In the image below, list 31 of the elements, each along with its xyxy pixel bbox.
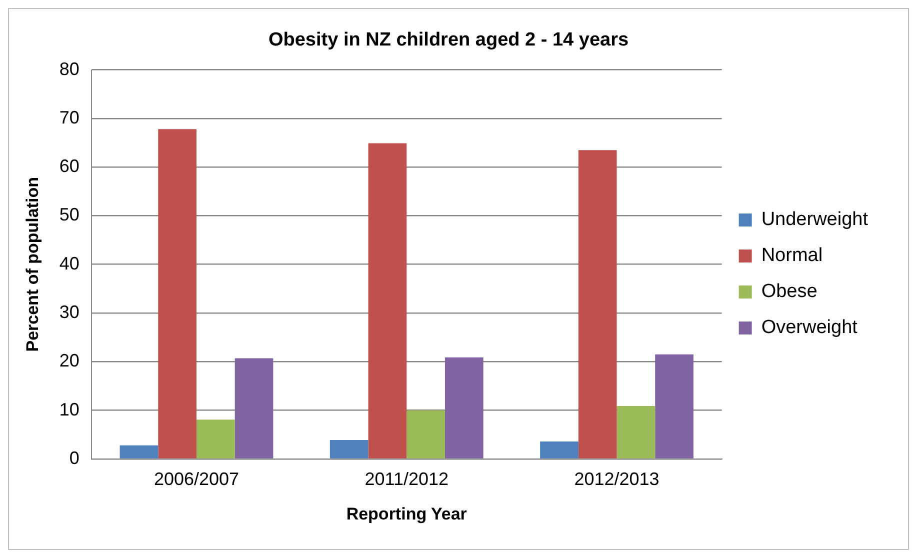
legend-label: Underweight: [761, 209, 869, 230]
y-tick-label: 0: [69, 448, 80, 468]
y-tick-label: 20: [59, 350, 80, 371]
bar: [234, 358, 274, 458]
legend-label: Overweight: [761, 317, 858, 338]
bar: [158, 129, 196, 458]
legend-label: Normal: [761, 245, 823, 266]
y-tick-label: 50: [59, 204, 80, 225]
y-tick-label: 80: [59, 58, 80, 79]
bar: [406, 410, 445, 458]
y-axis-title: Percent of population: [22, 177, 42, 352]
y-tick-label: 70: [59, 107, 80, 128]
legend-label: Obese: [761, 281, 818, 302]
bar: [444, 357, 484, 458]
x-tick-label: 2012/2013: [574, 468, 660, 489]
bar: [540, 441, 578, 458]
x-tick-label: 2006/2007: [154, 468, 240, 489]
bar: [578, 150, 617, 458]
bar: [616, 406, 656, 458]
x-tick-label: 2011/2012: [364, 468, 449, 489]
bar: [196, 420, 235, 458]
bar: [120, 445, 158, 458]
y-tick-label: 60: [59, 156, 80, 176]
bar: [655, 354, 694, 458]
y-tick-label: 40: [59, 253, 80, 274]
x-axis-title: Reporting Year: [346, 504, 468, 524]
bar: [330, 440, 368, 458]
chart-title: Obesity in NZ children aged 2 - 14 years: [268, 30, 629, 51]
bar: [368, 143, 407, 458]
y-tick-label: 30: [59, 302, 80, 322]
y-tick-label: 10: [59, 399, 80, 420]
